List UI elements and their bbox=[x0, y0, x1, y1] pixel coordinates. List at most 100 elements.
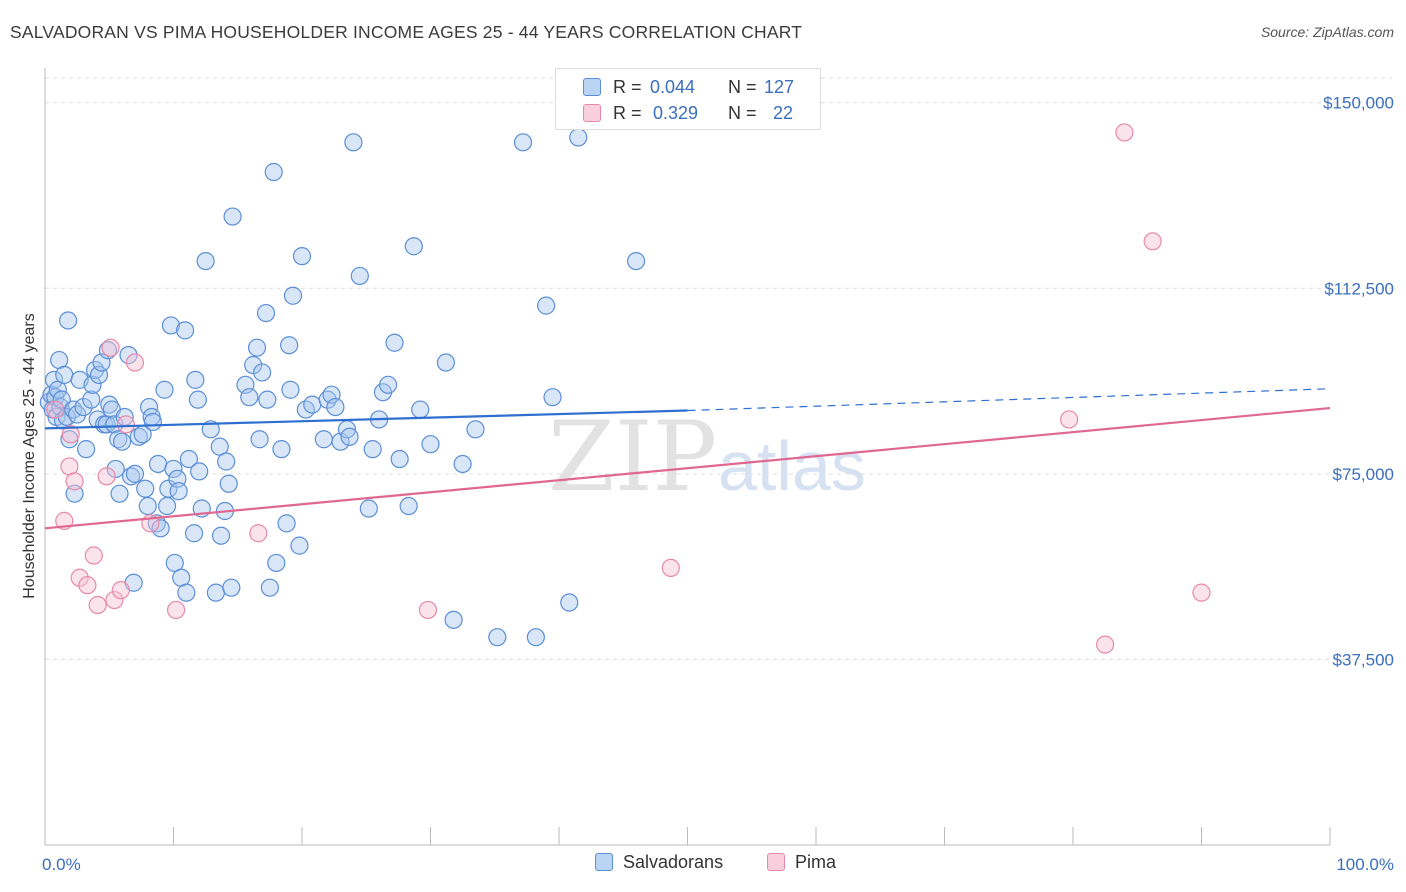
x-tick-label-min: 0.0% bbox=[42, 855, 81, 874]
legend-label: Salvadorans bbox=[623, 852, 724, 872]
data-point bbox=[83, 375, 102, 394]
salvadoran-points bbox=[39, 128, 646, 647]
data-point bbox=[281, 380, 300, 399]
data-point bbox=[88, 595, 107, 615]
data-point bbox=[314, 430, 333, 449]
data-point bbox=[453, 454, 472, 474]
data-point bbox=[513, 133, 533, 152]
pima-swatch bbox=[767, 853, 785, 871]
x-tick-label-max: 100.0% bbox=[1336, 855, 1394, 874]
data-point bbox=[569, 128, 588, 147]
data-point bbox=[161, 316, 181, 335]
data-point bbox=[344, 133, 363, 152]
y-tick-label: $75,000 bbox=[1333, 465, 1394, 484]
data-point bbox=[363, 440, 382, 459]
data-point bbox=[100, 395, 119, 414]
data-point bbox=[148, 454, 168, 474]
r-value: 0.044 bbox=[650, 77, 696, 97]
data-point bbox=[151, 519, 170, 538]
data-point bbox=[1143, 232, 1162, 251]
legend-row-salvadorans: R = 0.044 N = 127 bbox=[556, 75, 820, 101]
y-axis-title: Householder Income Ages 25 - 44 years bbox=[21, 313, 38, 599]
legend-item-pima[interactable]: Pima bbox=[767, 852, 836, 873]
data-point bbox=[390, 449, 409, 469]
data-point bbox=[186, 370, 205, 389]
axes bbox=[44, 68, 1331, 846]
data-point bbox=[303, 395, 322, 414]
data-point bbox=[82, 390, 101, 409]
data-point bbox=[179, 449, 199, 469]
data-point bbox=[385, 333, 404, 352]
data-point bbox=[74, 397, 93, 417]
data-point bbox=[421, 435, 440, 454]
data-point bbox=[488, 628, 507, 647]
stats-legend: R = 0.044 N = 127 R = 0.329 N = 22 bbox=[555, 68, 821, 130]
y-tick-label: $37,500 bbox=[1333, 650, 1394, 669]
data-point bbox=[626, 251, 646, 271]
data-point bbox=[70, 568, 89, 587]
data-point bbox=[164, 459, 183, 479]
data-point bbox=[217, 452, 236, 471]
data-point bbox=[188, 390, 208, 409]
data-point bbox=[418, 600, 438, 620]
data-point bbox=[98, 341, 118, 360]
legend-item-salvadorans[interactable]: Salvadorans bbox=[595, 852, 723, 873]
data-point bbox=[543, 388, 562, 407]
data-point bbox=[59, 311, 78, 330]
data-point bbox=[253, 363, 272, 382]
data-point bbox=[256, 303, 276, 323]
data-point bbox=[272, 440, 291, 459]
y-tick-label: $112,500 bbox=[1324, 279, 1394, 298]
data-point bbox=[404, 237, 423, 256]
data-point bbox=[65, 484, 84, 503]
data-point bbox=[250, 430, 269, 449]
n-value: 22 bbox=[773, 103, 794, 123]
data-point bbox=[264, 162, 283, 182]
data-point bbox=[1060, 410, 1079, 429]
legend-row-pima: R = 0.329 N = 22 bbox=[556, 101, 820, 127]
data-point bbox=[143, 412, 163, 432]
salvadoran-trend-extension bbox=[687, 388, 1331, 412]
data-point bbox=[112, 432, 132, 451]
data-point bbox=[436, 353, 456, 372]
pima-trend-line bbox=[44, 406, 1331, 530]
data-point bbox=[526, 628, 545, 647]
data-point bbox=[249, 524, 268, 543]
data-point bbox=[1096, 635, 1115, 654]
data-point bbox=[280, 336, 299, 355]
data-point bbox=[97, 467, 116, 486]
data-point bbox=[110, 484, 129, 503]
data-point bbox=[378, 375, 398, 394]
data-point bbox=[201, 420, 220, 439]
salvadoran-trend-line bbox=[44, 409, 688, 430]
data-point bbox=[84, 546, 103, 565]
data-point bbox=[125, 464, 145, 483]
data-point bbox=[466, 420, 485, 439]
r-label: R = bbox=[613, 103, 642, 123]
data-point bbox=[350, 266, 369, 286]
data-point bbox=[105, 590, 124, 610]
data-point bbox=[206, 583, 226, 602]
data-point bbox=[177, 583, 196, 602]
pima-swatch bbox=[583, 104, 601, 122]
data-point bbox=[1192, 583, 1211, 602]
data-point bbox=[560, 593, 579, 612]
data-point bbox=[292, 247, 312, 266]
data-point bbox=[359, 499, 378, 518]
data-point bbox=[77, 440, 96, 459]
data-point bbox=[219, 474, 238, 493]
data-point bbox=[211, 526, 231, 545]
data-point bbox=[222, 578, 241, 597]
data-point bbox=[111, 581, 130, 600]
n-label: N = bbox=[728, 103, 757, 123]
r-label: R = bbox=[613, 77, 642, 97]
data-point bbox=[175, 321, 195, 340]
data-point bbox=[78, 576, 97, 595]
data-point bbox=[196, 251, 215, 271]
data-point bbox=[136, 479, 155, 498]
data-point bbox=[52, 390, 71, 409]
data-point bbox=[46, 400, 65, 419]
y-tick-labels: $37,500 $75,000 $112,500 $150,000 bbox=[1323, 94, 1394, 670]
salvadoran-swatch bbox=[595, 853, 613, 871]
